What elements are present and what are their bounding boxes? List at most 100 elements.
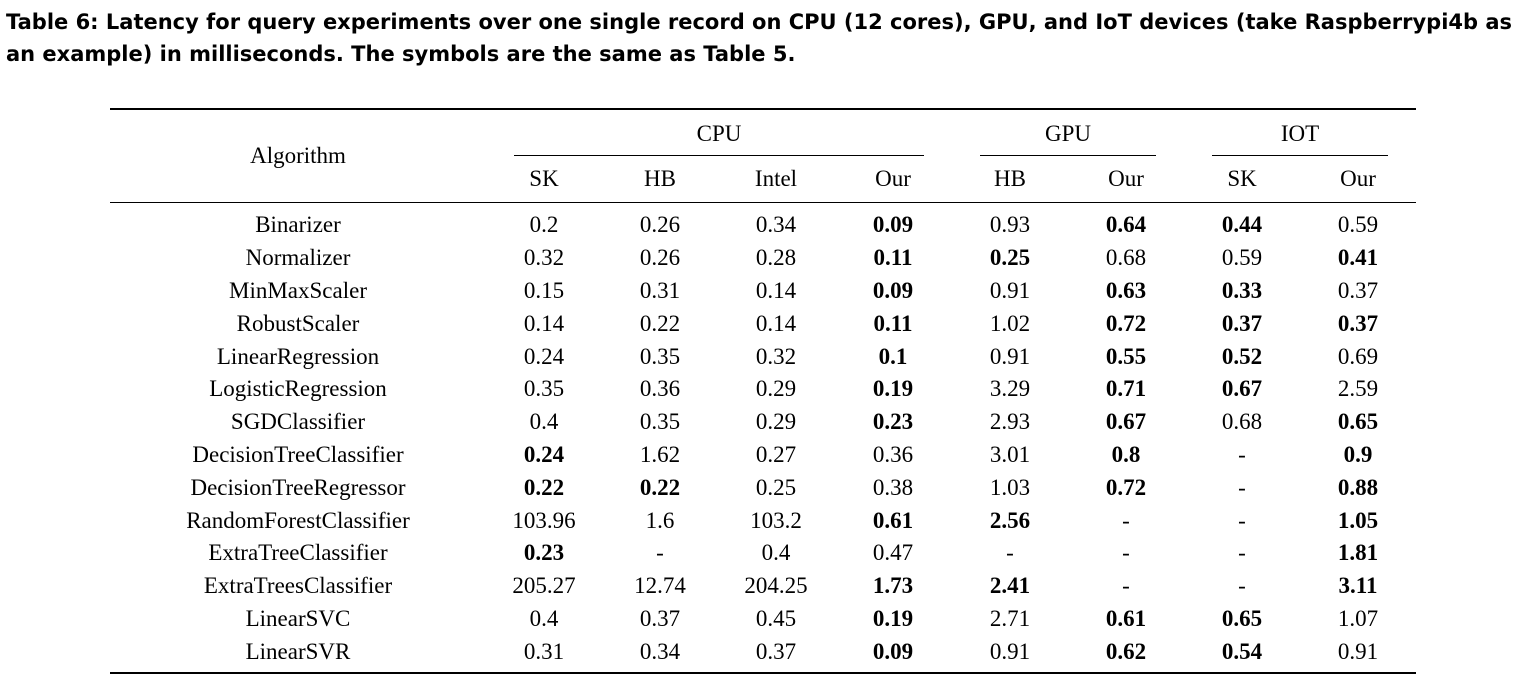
value-cell: 0.24 xyxy=(523,343,565,369)
value-cell: 0.14 xyxy=(755,277,797,303)
value-cell: 0.22 xyxy=(639,310,681,336)
table-row: MinMaxScaler 0.15 0.31 0.14 0.09 0.91 0.63 0.33… xyxy=(110,275,1416,308)
group-header-iot-label: IOT xyxy=(1212,111,1389,156)
table-row: LinearRegression 0.24 0.35 0.32 0.1 0.91 0.55 0… xyxy=(110,340,1416,373)
value-cell: 1.73 xyxy=(872,573,914,599)
value-cell: - xyxy=(1238,540,1246,566)
value-cell: 3.29 xyxy=(989,376,1031,402)
value-cell: 103.2 xyxy=(750,507,802,533)
algorithm-name-cell: LinearRegression xyxy=(216,343,380,369)
col-header: SK xyxy=(1227,166,1257,191)
table-row: RandomForestClassifier 103.96 1.6 103.2 0.61… xyxy=(110,504,1416,537)
value-cell: - xyxy=(1122,540,1130,566)
value-cell: 3.11 xyxy=(1338,573,1378,599)
value-cell: 0.09 xyxy=(872,638,914,664)
value-cell: 0.47 xyxy=(872,540,914,566)
group-header-gpu: GPU xyxy=(952,109,1184,156)
col-header: Our xyxy=(875,166,911,191)
value-cell: 0.25 xyxy=(755,474,797,500)
value-cell: - xyxy=(1006,540,1014,566)
value-cell: 0.37 xyxy=(639,605,681,631)
algorithm-name-cell: SGDClassifier xyxy=(230,409,366,435)
value-cell: 0.27 xyxy=(755,441,797,467)
value-cell: 0.41 xyxy=(1337,245,1379,271)
value-cell: 0.61 xyxy=(1105,605,1147,631)
value-cell: 0.37 xyxy=(1337,310,1379,336)
value-cell: 2.71 xyxy=(989,605,1031,631)
value-cell: 0.44 xyxy=(1221,212,1263,238)
value-cell: 0.72 xyxy=(1105,474,1147,500)
col-header: HB xyxy=(644,166,676,191)
value-cell: 0.24 xyxy=(523,441,565,467)
value-cell: 0.62 xyxy=(1105,638,1147,664)
algorithm-name-cell: ExtraTreeClassifier xyxy=(208,540,388,566)
value-cell: 0.61 xyxy=(872,507,914,533)
algorithm-name-cell: LinearSVR xyxy=(245,638,351,664)
value-cell: 1.07 xyxy=(1337,605,1379,631)
value-cell: 0.64 xyxy=(1105,212,1147,238)
value-cell: 0.36 xyxy=(872,441,914,467)
value-cell: - xyxy=(1238,474,1246,500)
table-caption: Table 6: Latency for query experiments o… xyxy=(6,10,1513,66)
algorithm-header: Algorithm xyxy=(250,143,346,168)
value-cell: 0.45 xyxy=(755,605,797,631)
value-cell: 0.65 xyxy=(1337,409,1379,435)
value-cell: - xyxy=(1238,441,1246,467)
value-cell: 0.91 xyxy=(989,277,1031,303)
col-header: Our xyxy=(1340,166,1376,191)
algorithm-name-cell: DecisionTreeRegressor xyxy=(190,474,406,500)
value-cell: 0.11 xyxy=(873,245,913,271)
group-header-cpu: CPU xyxy=(486,109,952,156)
table-row: Binarizer 0.2 0.26 0.34 0.09 0.93 0.64 0.44 0.59 xyxy=(110,203,1416,242)
value-cell: - xyxy=(656,540,664,566)
value-cell: 0.88 xyxy=(1337,474,1379,500)
value-cell: 0.32 xyxy=(755,343,797,369)
value-cell: 0.37 xyxy=(755,638,797,664)
value-cell: 0.34 xyxy=(755,212,797,238)
table-row: Normalizer 0.32 0.26 0.28 0.11 0.25 0.68 0.59 0.… xyxy=(110,242,1416,275)
algorithm-name-cell: Binarizer xyxy=(255,212,341,238)
value-cell: 0.93 xyxy=(989,212,1031,238)
value-cell: 0.15 xyxy=(523,277,565,303)
latency-table: Algorithm CPU GPU IOT SK HB Intel Our HB… xyxy=(110,108,1417,675)
value-cell: - xyxy=(1238,507,1246,533)
value-cell: 1.6 xyxy=(645,507,675,533)
value-cell: 0.31 xyxy=(639,277,681,303)
algorithm-name-cell: Normalizer xyxy=(245,245,351,271)
value-cell: 0.32 xyxy=(523,245,565,271)
algorithm-name-cell: LogisticRegression xyxy=(209,376,387,402)
value-cell: 0.67 xyxy=(1221,376,1263,402)
value-cell: 0.65 xyxy=(1221,605,1263,631)
col-header: SK xyxy=(529,166,559,191)
value-cell: 0.2 xyxy=(529,212,559,238)
value-cell: 0.19 xyxy=(872,376,914,402)
value-cell: 0.52 xyxy=(1221,343,1263,369)
value-cell: 0.68 xyxy=(1221,409,1263,435)
value-cell: 2.41 xyxy=(989,573,1031,599)
value-cell: 0.35 xyxy=(523,376,565,402)
value-cell: 0.26 xyxy=(639,245,681,271)
value-cell: 0.23 xyxy=(523,540,565,566)
value-cell: 0.31 xyxy=(523,638,565,664)
value-cell: 0.19 xyxy=(872,605,914,631)
value-cell: 0.14 xyxy=(523,310,565,336)
algorithm-name-cell: MinMaxScaler xyxy=(229,277,367,303)
value-cell: 0.34 xyxy=(639,638,681,664)
value-cell: 0.25 xyxy=(989,245,1031,271)
value-cell: - xyxy=(1122,507,1130,533)
value-cell: - xyxy=(1122,573,1130,599)
algorithm-name-cell: RobustScaler xyxy=(236,310,360,336)
value-cell: 0.26 xyxy=(639,212,681,238)
value-cell: 0.22 xyxy=(639,474,681,500)
value-cell: 0.38 xyxy=(872,474,914,500)
value-cell: 1.62 xyxy=(639,441,681,467)
value-cell: 0.14 xyxy=(755,310,797,336)
value-cell: 0.1 xyxy=(878,343,908,369)
algorithm-name-cell: DecisionTreeClassifier xyxy=(192,441,404,467)
value-cell: 0.69 xyxy=(1337,343,1379,369)
value-cell: 0.29 xyxy=(755,409,797,435)
group-header-cpu-label: CPU xyxy=(514,111,924,156)
value-cell: 0.4 xyxy=(529,605,559,631)
value-cell: 1.81 xyxy=(1337,540,1379,566)
value-cell: 0.67 xyxy=(1105,409,1147,435)
